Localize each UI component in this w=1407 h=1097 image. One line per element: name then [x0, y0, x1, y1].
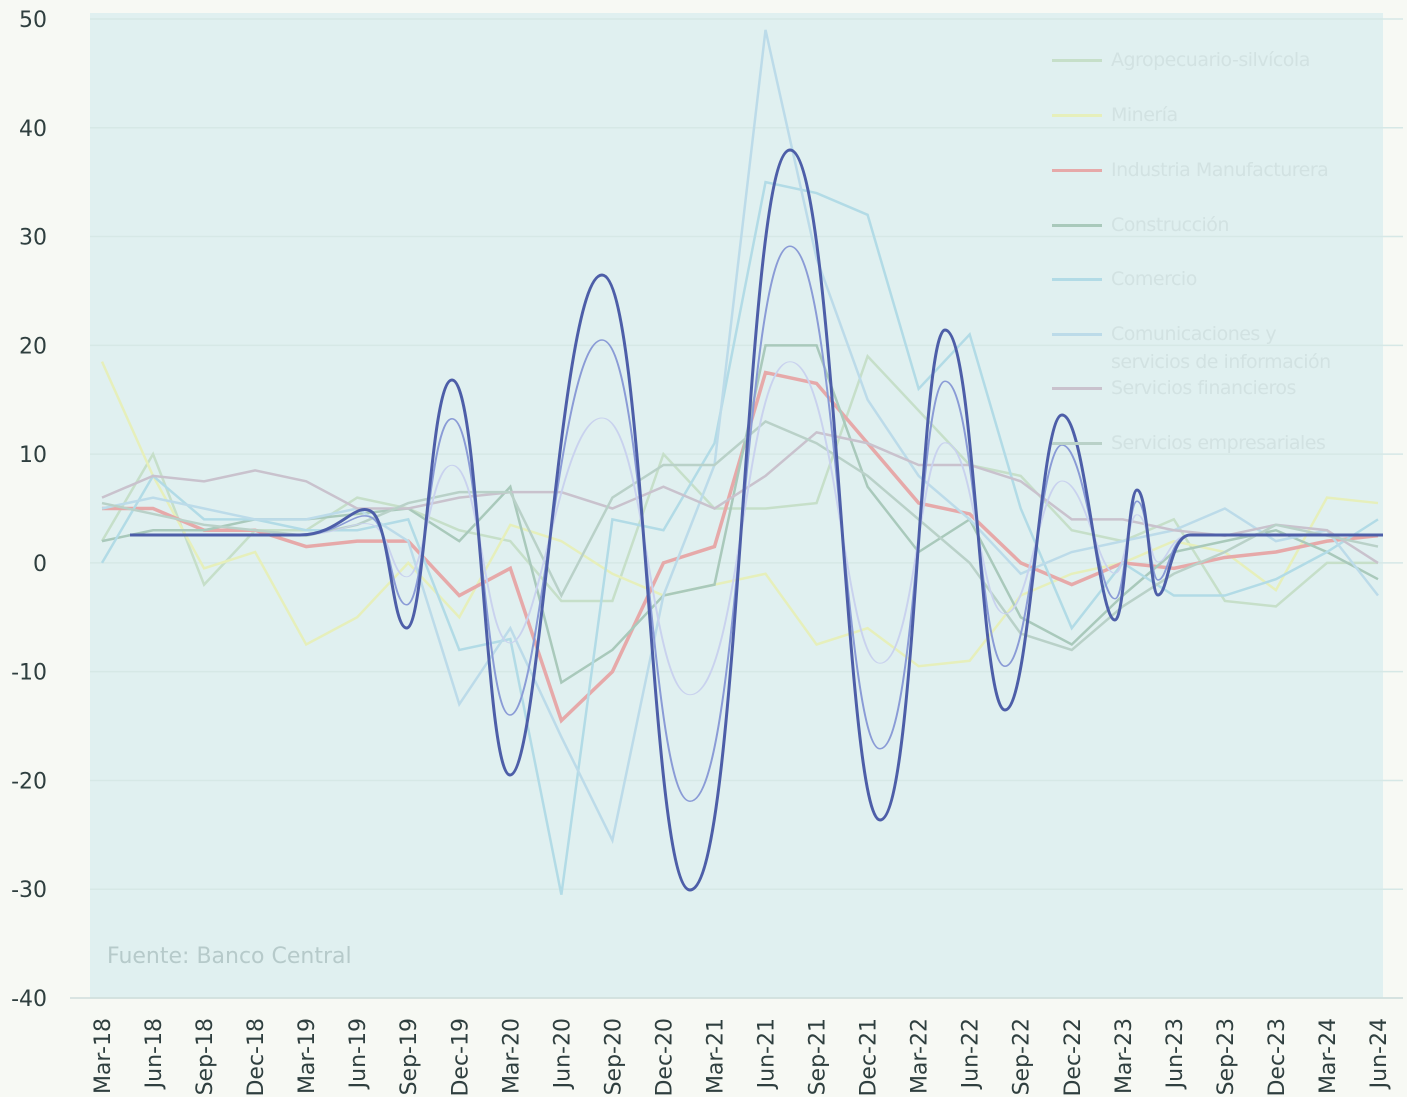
y-tick-label: 20 [19, 334, 47, 359]
plot-area [90, 13, 1383, 998]
legend-label: Minería [1111, 104, 1178, 126]
series-line [100, 180, 1379, 895]
x-tick-label: Jun-18 [142, 1018, 167, 1090]
x-tick-label: Sep-21 [806, 1018, 831, 1095]
legend-swatch [1052, 114, 1102, 117]
x-tick-label: Sep-23 [1214, 1018, 1239, 1095]
legend-label: Comercio [1111, 268, 1197, 290]
y-tick-label: -40 [11, 987, 47, 1012]
legend-swatch [1052, 224, 1102, 227]
wave [130, 361, 1383, 696]
x-tick-label: Jun-23 [1163, 1018, 1188, 1090]
legend-item: Comercio [1052, 265, 1352, 293]
x-tick-label: Dec-20 [652, 1018, 677, 1097]
legend-label: Servicios financieros [1111, 377, 1296, 399]
x-tick-label: Jun-22 [959, 1018, 984, 1090]
legend-item: Minería [1052, 101, 1352, 129]
legend-item: Construcción [1052, 211, 1352, 239]
x-tick-label: Jun-24 [1367, 1018, 1392, 1090]
legend-item: Industria Manufacturera [1052, 156, 1352, 184]
legend-item: Comunicaciones y servicios de informació… [1052, 320, 1352, 376]
legend-item: Servicios empresariales [1052, 429, 1352, 457]
y-tick-label: 40 [19, 117, 47, 142]
legend-label: Industria Manufacturera [1111, 159, 1329, 181]
wave [130, 245, 1383, 803]
legend-item: Agropecuario-silvícola [1052, 46, 1352, 74]
legend-label: Comunicaciones y servicios de informació… [1111, 323, 1331, 373]
legend-label: Construcción [1111, 214, 1229, 236]
x-tick-label: Mar-20 [499, 1018, 524, 1094]
legend-label: Servicios empresariales [1111, 432, 1326, 454]
x-tick-label: Mar-24 [1316, 1018, 1341, 1094]
y-tick-label: -10 [11, 661, 47, 686]
axes: -40 -30 -20 -10 0 10 20 30 40 50 Mar-18 Jun-18 Sep-1… [11, 8, 1403, 1097]
y-tick-label: 0 [33, 552, 47, 577]
x-tick-label: Mar-22 [908, 1018, 933, 1094]
x-tick-label: Mar-19 [295, 1018, 320, 1094]
x-tick-label: Mar-21 [703, 1018, 728, 1094]
legend-swatch [1052, 278, 1102, 281]
legend-swatch [1052, 333, 1102, 336]
x-tick-label: Dec-21 [857, 1018, 882, 1097]
series-line [101, 431, 1379, 564]
legend-label: Agropecuario-silvícola [1111, 49, 1310, 71]
x-tick-label: Dec-23 [1265, 1018, 1290, 1097]
source-note: Fuente: Banco Central [107, 944, 352, 969]
x-tick-label: Mar-18 [91, 1018, 116, 1094]
legend-swatch [1052, 169, 1102, 172]
series-line [101, 29, 1379, 845]
x-tick-label: Dec-18 [244, 1018, 269, 1097]
legend-swatch [1052, 442, 1102, 445]
x-tick-label: Jun-20 [550, 1018, 575, 1090]
x-tick-label: Dec-19 [448, 1018, 473, 1097]
legend-swatch [1052, 387, 1102, 390]
x-tick-label: Jun-21 [755, 1018, 780, 1090]
legend-swatch [1052, 59, 1102, 62]
x-tick-label: Sep-18 [193, 1018, 218, 1095]
y-tick-label: 30 [19, 226, 47, 251]
x-tick-label: Sep-20 [601, 1018, 626, 1095]
y-tick-label: -20 [11, 769, 47, 794]
decorative-waves [130, 148, 1383, 892]
x-tick-label: Sep-19 [397, 1018, 422, 1095]
y-tick-label: 10 [19, 443, 47, 468]
y-tick-label: 50 [19, 8, 47, 33]
x-tick-label: Jun-19 [346, 1018, 371, 1090]
legend-item: Servicios financieros [1052, 374, 1352, 402]
y-tick-label: -30 [11, 878, 47, 903]
x-tick-label: Dec-22 [1061, 1018, 1086, 1097]
wave [130, 148, 1383, 892]
series-line [100, 353, 1378, 608]
series-line [100, 361, 1379, 668]
x-tick-label: Sep-22 [1010, 1018, 1035, 1095]
x-tick-label: Mar-23 [1112, 1018, 1137, 1094]
